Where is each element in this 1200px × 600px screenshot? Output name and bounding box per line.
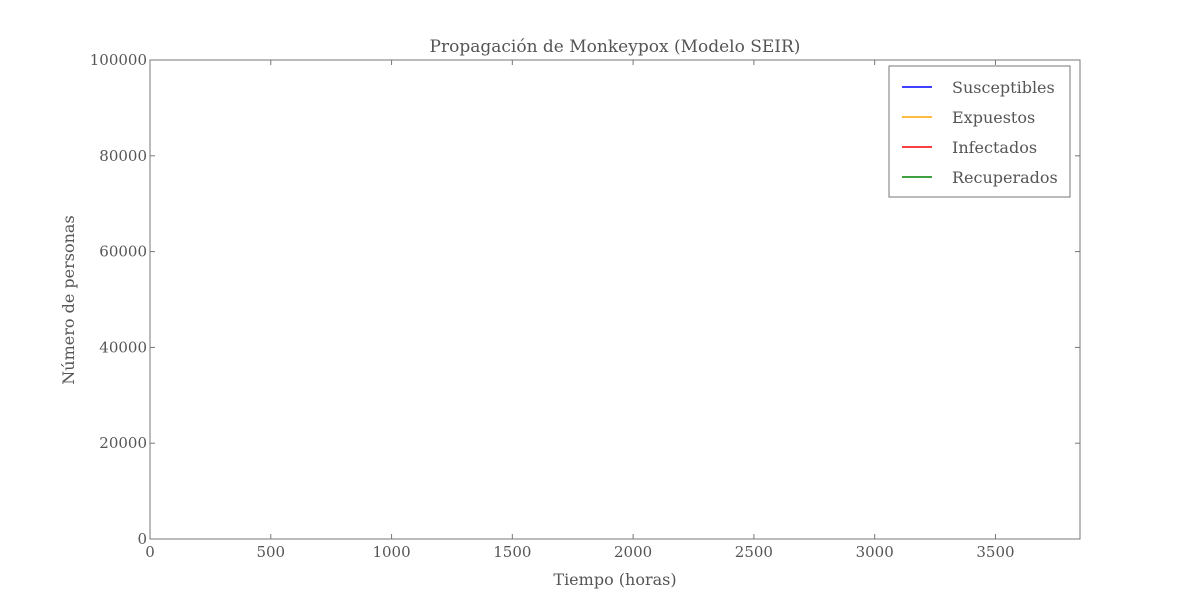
y-tick-label: 0 [137,530,147,548]
y-tick-label: 40000 [99,338,147,356]
legend-items: Susceptibles Expuestos Infectados Recuperad… [902,78,1058,187]
legend: Susceptibles Expuestos Infectados Recuperad… [888,65,1071,198]
y-tick-label: 60000 [99,243,147,261]
x-axis: 0 500 1000 1500 2000 2500 3000 3500 [145,60,1015,561]
y-axis-label: Número de personas [59,215,78,384]
legend-box [888,65,1071,198]
x-tick-label: 1000 [372,543,410,561]
x-tick-label: 1500 [493,543,531,561]
legend-label: Infectados [952,138,1037,157]
x-tick-label: 0 [145,543,155,561]
y-tick-label: 20000 [99,434,147,452]
y-axis: 0 20000 40000 60000 80000 100000 [90,51,1080,548]
x-tick-label: 3500 [976,543,1014,561]
y-tick-label: 100000 [90,51,147,69]
legend-label: Susceptibles [952,78,1055,97]
x-tick-label: 2000 [614,543,652,561]
legend-label: Expuestos [952,108,1035,127]
x-tick-label: 3000 [856,543,894,561]
x-tick-label: 2500 [735,543,773,561]
x-axis-label: Tiempo (horas) [553,570,676,589]
legend-label: Recuperados [952,168,1058,187]
x-tick-label: 500 [256,543,285,561]
y-tick-label: 80000 [99,147,147,165]
chart-title: Propagación de Monkeypox (Modelo SEIR) [430,37,801,57]
